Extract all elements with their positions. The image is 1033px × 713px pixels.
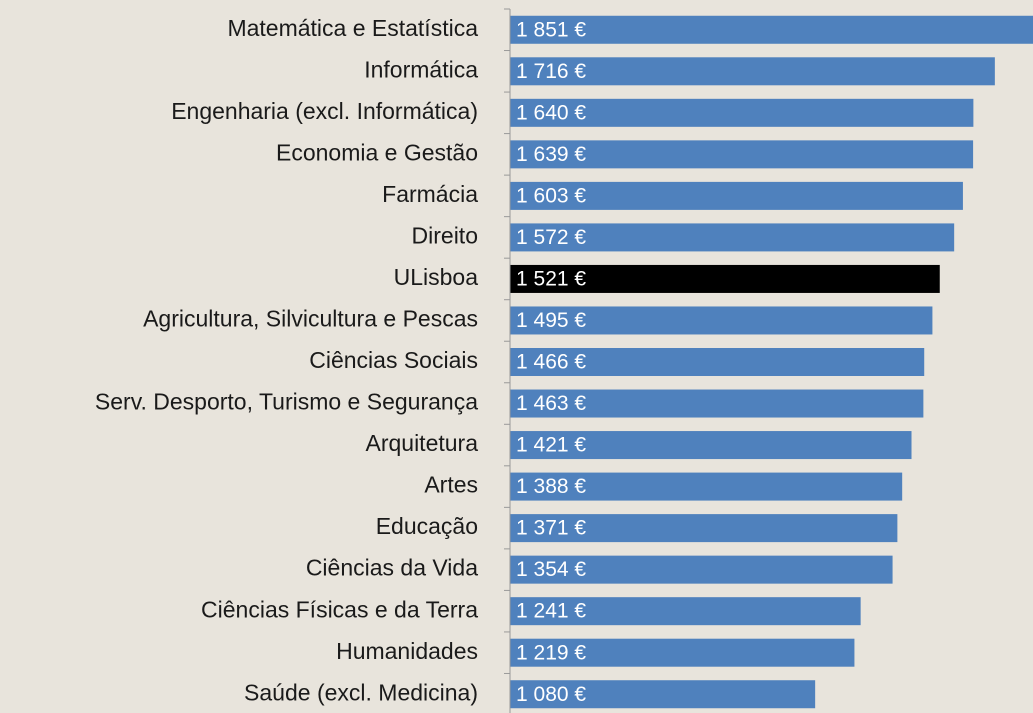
value-label: 1 639 € [516,143,586,166]
bar [510,98,974,127]
category-label: Engenharia (excl. Informática) [171,98,478,124]
bar [510,555,893,584]
value-label: 1 495 € [516,309,586,332]
value-label: 1 371 € [516,517,586,540]
value-label: 1 463 € [516,392,586,415]
category-label: Direito [412,222,478,248]
category-label: Economia e Gestão [276,139,478,165]
bar [510,348,925,376]
value-label: 1 219 € [516,641,586,664]
bar [510,223,955,252]
bar [510,514,898,543]
value-label: 1 851 € [516,18,586,41]
value-label: 1 388 € [516,475,586,498]
category-label: ULisboa [394,264,479,290]
bar [510,15,1033,44]
value-label: 1 716 € [516,60,586,83]
value-label: 1 521 € [516,267,586,290]
category-label: Ciências da Vida [306,555,478,581]
category-label: Arquitetura [365,430,478,456]
category-label: Matemática e Estatística [227,15,478,41]
value-label: 1 572 € [516,226,586,249]
value-label: 1 080 € [516,683,586,706]
bar [510,264,940,293]
value-label: 1 603 € [516,184,586,207]
bar [510,57,995,86]
value-label: 1 421 € [516,434,586,457]
value-label: 1 466 € [516,351,586,374]
category-label: Educação [376,513,478,539]
bar [510,431,912,460]
category-label: Agricultura, Silvicultura e Pescas [143,306,478,332]
bar [510,389,924,418]
category-label: Farmácia [382,181,478,207]
bar [510,181,963,210]
bar [510,597,861,626]
category-label: Artes [424,472,478,498]
category-label: Saúde (excl. Medicina) [244,679,478,705]
category-label: Ciências Sociais [309,347,478,373]
bar [510,472,903,501]
category-label: Ciências Físicas e da Terra [201,596,478,622]
value-label: 1 640 € [516,101,586,124]
value-label: 1 241 € [516,600,586,623]
bar [510,638,855,667]
bar [510,140,974,169]
bar [510,306,933,335]
bar [510,680,816,709]
category-label: Serv. Desporto, Turismo e Segurança [95,389,478,415]
value-label: 1 354 € [516,558,586,581]
category-label: Humanidades [336,638,478,664]
category-label: Informática [364,56,478,82]
